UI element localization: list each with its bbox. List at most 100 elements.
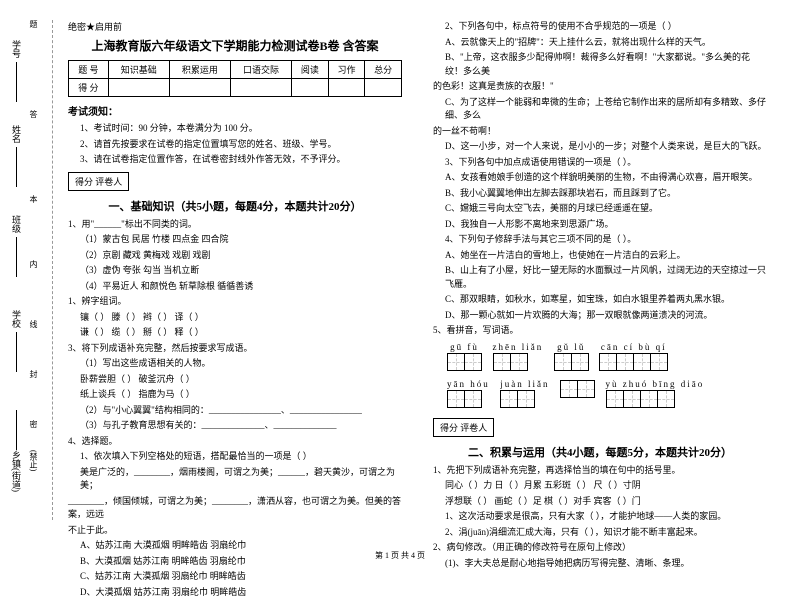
notice-heading: 考试须知： [68,103,402,118]
page-footer: 第 1 页 共 4 页 [0,550,800,561]
c2-line: C、那双眼睛，如秋水，如寒星，如宝珠，如白水银里养着两丸黑水银。 [433,293,767,307]
char-cell[interactable] [616,353,634,371]
char-grid: zhēn liǎn [493,342,544,371]
char-grid: yù zhuó bīng diāo [606,379,705,408]
sidebar-line [16,237,17,277]
confidential-mark: 绝密★启用前 [68,20,402,33]
seal-char: 题 [28,20,39,28]
q1-line: （4）平易近人 和颜悦色 斩草除根 循循善诱 [68,280,402,294]
score-header: 口语交际 [230,61,291,79]
seal-char: 内 [28,260,39,268]
c2-line: 4、下列句子修辞手法与其它三项不同的是（ ）。 [433,233,767,247]
sidebar-line [16,147,17,187]
score-cell[interactable] [328,79,365,97]
c2-line: C、为了这样一个能弱和卑微的生命；上苍给它制作出来的居所却有多精致、多仔细、多么 [433,96,767,123]
char-cell[interactable] [571,353,589,371]
char-cell[interactable] [464,390,482,408]
q4-line: 不止于此。 [68,524,402,538]
seal-char: 答 [28,110,39,118]
s2-q1-stem: 1、先把下列成语补充完整，再选择恰当的填在句中的括号里。 [433,464,767,478]
q4-line: ________，倾国倾城，可谓之为美；________，潇洒从容，也可谓之为美… [68,495,402,522]
score-cell[interactable] [108,79,169,97]
char-cell[interactable] [447,390,465,408]
exam-title: 上海教育版六年级语文下学期能力检测试卷B卷 含答案 [68,37,402,54]
sidebar-line [16,62,17,102]
s2-q1-line: 2、涓(juān)涓细流汇成大海，只有（ ），知识才能不断丰富起来。 [433,526,767,540]
page-container: 绝密★启用前 上海教育版六年级语文下学期能力检测试卷B卷 含答案 题 号 知识基… [0,0,800,545]
q2-line: 镶（ ） 滕（ ） 辫（ ） 译（ ） [68,311,402,325]
char-cell[interactable] [577,380,595,398]
sidebar-label-name: 姓名 [10,125,23,143]
sidebar-label-school: 学校 [10,310,23,328]
q2-stem: 1、辨字组词。 [68,295,402,309]
char-cell[interactable] [554,353,572,371]
pinyin-label: yù zhuó bīng diāo [606,379,705,389]
char-cell[interactable] [650,353,668,371]
notice-item: 2、请首先按要求在试卷的指定位置填写您的姓名、班级、学号。 [68,138,402,152]
q1-stem: 1、用"______"标出不同类的词。 [68,218,402,232]
q3-line: （2）与"小心翼翼"结构相同的：________________、_______… [68,404,402,418]
c2-line: D、这一小步，对一个人来说，是小小的一步；对整个人类来说，是巨大的飞跃。 [433,140,767,154]
char-grid: yān hóu [447,379,490,408]
s2-q1-line: 同心（ ）力 日（ ）月累 五彩斑（ ） 尺（ ）寸阴 [433,479,767,493]
c2-line: 的色彩！这真是贵族的衣服！" [433,80,767,94]
s2-q1-line: 1、这次活动要求是很高，只有大家（ ），才能护地球——人类的家园。 [433,510,767,524]
c2-line: B、"上帝，这衣服多少配得帅啊！裁得多么好看啊！"大家都说。"多么美的花纹！多么… [433,51,767,78]
pinyin-label: yān hóu [447,379,490,389]
pinyin-label: gū fù [447,342,482,352]
score-header: 习作 [328,61,365,79]
c2-line: A、云就像天上的"招牌"：天上挂什么云，就将出现什么样的天气。 [433,36,767,50]
section2-title: 二、积累与运用（共4小题，每题5分，本题共计20分） [433,444,767,460]
seal-char: 封 [28,370,39,378]
char-cell[interactable] [500,390,518,408]
seal-char: (禁止) [28,450,39,471]
q3-line: （1）写出这些成语相关的人物。 [68,357,402,371]
char-cell[interactable] [640,390,658,408]
c2-line: 的一丝不苟啊！ [433,125,767,139]
pinyin-row2: yān hóu juàn liǎn yù zhuó bīng diāo [433,377,767,410]
char-grid: gū fù [447,342,482,371]
section1-title: 一、基础知识（共5小题，每题4分，本题共计20分） [68,198,402,214]
char-grid: gǔ lǔ [554,342,589,371]
char-cell[interactable] [493,353,511,371]
c2-line: A、她坐在一片洁白的雪地上，也使她在一片洁白的云彩上。 [433,249,767,263]
q4-opt: D、大漠孤烟 姑苏江南 羽扇纶巾 明眸皓齿 [68,586,402,599]
c2-line: A、女孩看她娘手创造的这个样貌明美丽的生物，不由得满心欢喜，眉开眼笑。 [433,171,767,185]
char-cell[interactable] [510,353,528,371]
q4-stem: 4、选择题。 [68,435,402,449]
pinyin-label: gǔ lǔ [554,342,589,352]
char-cell[interactable] [623,390,641,408]
char-cell[interactable] [599,353,617,371]
c2-line: 3、下列各句中加点成语使用错误的一项是（ ）。 [433,156,767,170]
char-cell[interactable] [606,390,624,408]
right-column: 2、下列各句中，标点符号的使用不合乎规范的一项是（ ） A、云就像天上的"招牌"… [425,20,775,535]
pinyin-row1: gū fù zhēn liǎn gǔ lǔ cān cí bù qí [433,340,767,373]
char-cell[interactable] [517,390,535,408]
score-cell[interactable] [292,79,329,97]
char-cell[interactable] [633,353,651,371]
eval-box: 得分 评卷人 [68,172,129,191]
score-cell[interactable] [365,79,402,97]
notice-item: 3、请在试卷指定位置作答，在试卷密封线外作答无效，不予评分。 [68,153,402,167]
sidebar-label-town: 乡镇(街道) [10,450,23,492]
sidebar-line [16,410,17,450]
score-cell: 得 分 [69,79,109,97]
q5-stem: 5、看拼音，写词语。 [433,324,767,338]
char-cell[interactable] [657,390,675,408]
q3-stem: 3、将下列成语补充完整，然后按要求写成语。 [68,342,402,356]
score-cell[interactable] [230,79,291,97]
char-grid: cān cí bù qí [599,342,668,371]
q4-line: 1、依次填入下列空格处的短语，搭配最恰当的一项是（ ） [68,450,402,464]
sidebar-label-id: 学号 [10,40,23,58]
score-header: 总分 [365,61,402,79]
c2-line: 2、下列各句中，标点符号的使用不合乎规范的一项是（ ） [433,20,767,34]
left-column: 绝密★启用前 上海教育版六年级语文下学期能力检测试卷B卷 含答案 题 号 知识基… [60,20,410,535]
q3-line: （3）与孔子教育思想有关的：______________、___________… [68,419,402,433]
score-cell[interactable] [169,79,230,97]
char-cell[interactable] [560,380,578,398]
char-cell[interactable] [464,353,482,371]
char-cell[interactable] [447,353,465,371]
c2-line: D、那一颗心就如一片欢腾的大海；那一双眼就像两道溃决的河流。 [433,309,767,323]
s2-q1-line: 浮想联（ ） 画蛇（ ）足 棋（ ）对手 宾客（ ）门 [433,495,767,509]
q4-line: 美是广泛的，________，烟雨楼阁，可谓之为美；______，碧天黄沙，可谓… [68,466,402,493]
